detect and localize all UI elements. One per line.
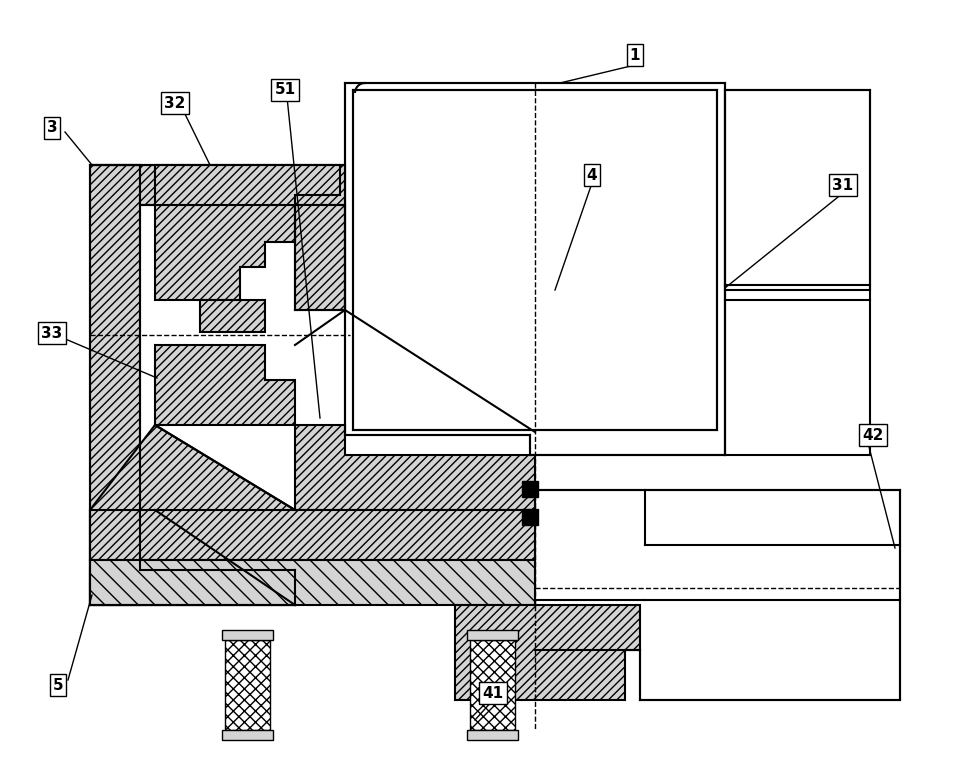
- Polygon shape: [90, 425, 295, 605]
- Polygon shape: [90, 510, 535, 560]
- Polygon shape: [455, 605, 640, 700]
- Text: 33: 33: [42, 325, 63, 341]
- Text: 41: 41: [483, 685, 504, 701]
- Polygon shape: [225, 640, 270, 730]
- Text: 31: 31: [832, 177, 854, 193]
- Polygon shape: [90, 165, 345, 205]
- Polygon shape: [295, 205, 345, 310]
- Polygon shape: [90, 165, 140, 605]
- Polygon shape: [200, 300, 265, 332]
- Polygon shape: [467, 630, 518, 640]
- Bar: [522, 481, 538, 497]
- Text: 4: 4: [586, 167, 597, 183]
- Text: 3: 3: [47, 120, 57, 136]
- Polygon shape: [155, 345, 295, 425]
- Bar: [353, 90, 717, 430]
- Bar: [725, 90, 870, 290]
- Text: 32: 32: [165, 96, 186, 110]
- Polygon shape: [467, 730, 518, 740]
- Polygon shape: [155, 165, 340, 300]
- Text: 5: 5: [52, 678, 63, 692]
- Polygon shape: [222, 730, 273, 740]
- Text: 1: 1: [630, 48, 641, 62]
- Text: 42: 42: [862, 427, 884, 443]
- Polygon shape: [535, 490, 900, 700]
- Polygon shape: [345, 83, 725, 455]
- Bar: [522, 509, 538, 525]
- Polygon shape: [470, 640, 515, 730]
- Polygon shape: [90, 570, 295, 605]
- Text: 51: 51: [274, 82, 296, 97]
- Polygon shape: [222, 630, 273, 640]
- Polygon shape: [295, 425, 535, 510]
- Polygon shape: [90, 560, 535, 605]
